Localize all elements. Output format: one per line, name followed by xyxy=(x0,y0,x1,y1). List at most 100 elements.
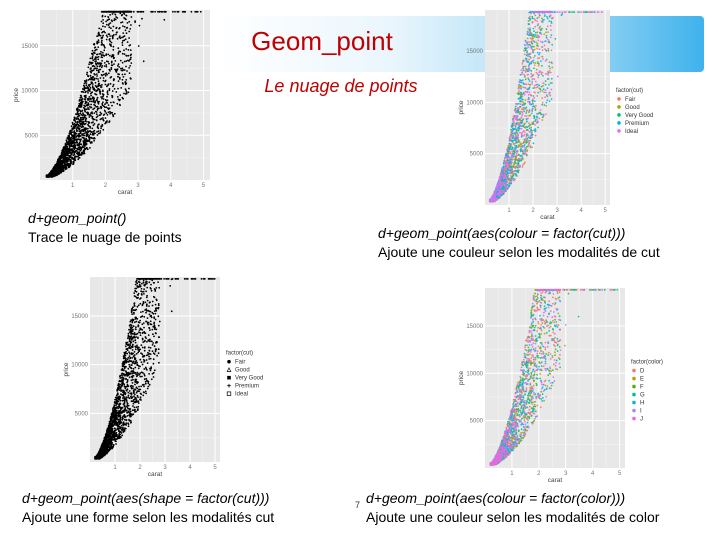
x-tick-label: 4 xyxy=(169,183,173,189)
y-tick-label: 15000 xyxy=(71,314,88,320)
legend-title: factor(color) xyxy=(631,360,663,366)
legend-title: factor(cut) xyxy=(616,88,643,94)
x-tick-label: 3 xyxy=(564,471,568,477)
legend-label: J xyxy=(640,417,643,423)
x-axis-label: carat xyxy=(118,189,133,196)
legend-label: Very Good xyxy=(235,376,263,382)
legend-label: I xyxy=(640,409,642,415)
y-tick-label: 10000 xyxy=(466,371,483,377)
x-tick-label: 1 xyxy=(510,471,514,477)
legend-key xyxy=(632,376,636,381)
legend-key xyxy=(227,383,231,388)
page-number: 7 xyxy=(355,500,361,510)
x-tick-label: 4 xyxy=(591,471,595,477)
x-tick-label: 2 xyxy=(531,208,535,214)
slide-subtitle: Le nuage de points xyxy=(264,76,418,96)
scatter-series xyxy=(94,278,216,460)
x-tick-label: 1 xyxy=(507,208,511,214)
x-tick-label: 1 xyxy=(113,465,117,471)
caption-code: d+geom_point(aes(colour = factor(cut))) xyxy=(378,225,626,241)
y-tick-label: 15000 xyxy=(466,49,483,55)
legend-label: H xyxy=(640,401,644,407)
legend-label: Very Good xyxy=(625,113,653,119)
legend-key xyxy=(226,367,232,372)
x-tick-label: 3 xyxy=(136,183,140,189)
y-tick-label: 10000 xyxy=(21,89,38,95)
scatter-series xyxy=(488,11,604,203)
y-tick-label: 10000 xyxy=(466,100,483,106)
scatter-series xyxy=(489,289,585,466)
x-axis-label: carat xyxy=(540,214,555,221)
scatter-points xyxy=(489,289,619,466)
legend-key xyxy=(227,375,231,380)
legend-title: factor(cut) xyxy=(226,351,253,357)
legend-key xyxy=(226,391,232,396)
x-axis-label: carat xyxy=(548,477,563,483)
y-tick-label: 15000 xyxy=(466,324,483,330)
legend-key xyxy=(632,408,636,413)
x-tick-label: 2 xyxy=(138,465,142,471)
scatter-plot-colour-cut: 1 2 3 4 5 5000 10000 15000 carat price factor(cut)… xyxy=(458,10,653,221)
y-tick-label: 5000 xyxy=(470,152,484,158)
slide-title: Geom_point xyxy=(251,26,393,56)
caption-text: Ajoute une couleur selon les modalités d… xyxy=(366,509,660,525)
scatter-plot-colour-color: 1 2 3 4 5 5000 10000 15000 carat price factor(colo… xyxy=(458,288,663,483)
y-tick-label: 15000 xyxy=(21,44,38,50)
caption-text: Trace le nuage de points xyxy=(28,229,182,245)
legend-label: Good xyxy=(235,368,250,374)
legend-key xyxy=(617,105,621,109)
caption-text: Ajoute une couleur selon les modalités d… xyxy=(378,244,660,260)
legend-label: Good xyxy=(625,105,640,111)
legend-key xyxy=(632,416,636,421)
legend-key xyxy=(632,392,636,397)
scatter-plot-shape-cut: 1 2 3 4 5 5000 10000 15000 carat price factor(cut)… xyxy=(63,277,263,478)
legend-label: Ideal xyxy=(235,392,248,398)
y-axis-label: price xyxy=(458,100,465,114)
x-tick-label: 5 xyxy=(618,471,622,477)
x-tick-label: 4 xyxy=(188,465,192,471)
legend-key xyxy=(617,97,621,101)
scatter-series xyxy=(45,10,202,178)
y-axis-label: price xyxy=(63,362,70,376)
legend-label: Premium xyxy=(235,384,259,390)
x-tick-label: 3 xyxy=(163,465,167,471)
legend-key xyxy=(617,121,621,125)
x-tick-label: 5 xyxy=(202,183,206,189)
y-tick-label: 5000 xyxy=(25,133,39,139)
caption-2: d+geom_point(aes(colour = factor(cut))) … xyxy=(378,224,660,262)
y-axis-label: price xyxy=(13,88,20,102)
legend-label: Fair xyxy=(235,360,245,366)
legend-label: Fair xyxy=(625,97,635,103)
scatter-plot-basic: 1 2 3 4 5 5000 10000 15000 carat price xyxy=(13,10,210,196)
legend-key xyxy=(632,400,636,405)
legend-label: F xyxy=(640,385,644,391)
caption-code: d+geom_point() xyxy=(28,210,127,226)
legend-key xyxy=(632,384,636,389)
x-tick-label: 2 xyxy=(537,471,541,477)
x-tick-label: 2 xyxy=(104,183,108,189)
caption-code: d+geom_point(aes(colour = factor(color))… xyxy=(366,490,626,506)
caption-4: d+geom_point(aes(colour = factor(color))… xyxy=(366,489,659,527)
y-tick-label: 10000 xyxy=(71,363,88,369)
x-tick-label: 1 xyxy=(71,183,75,189)
x-tick-label: 4 xyxy=(579,208,583,214)
caption-1: d+geom_point() Trace le nuage de points xyxy=(28,209,182,247)
y-tick-label: 5000 xyxy=(470,419,484,425)
y-axis-label: price xyxy=(458,371,465,385)
x-tick-label: 3 xyxy=(555,208,559,214)
legend-label: Ideal xyxy=(625,129,638,135)
legend-key xyxy=(617,129,621,133)
x-tick-label: 5 xyxy=(604,208,608,214)
legend-key xyxy=(617,113,621,117)
x-axis-label: carat xyxy=(148,471,163,478)
legend-label: Premium xyxy=(625,121,649,127)
caption-text: Ajoute une forme selon les modalités cut xyxy=(22,509,275,525)
scatter-points xyxy=(94,278,216,460)
scatter-points xyxy=(45,10,202,178)
legend-label: D xyxy=(640,369,645,375)
scatter-points xyxy=(488,11,604,203)
legend: factor(cut) Fair Good Very Good Premium Ideal xyxy=(226,351,263,398)
caption-code: d+geom_point(aes(shape = factor(cut))) xyxy=(22,490,270,506)
legend-key xyxy=(227,359,231,364)
y-tick-label: 5000 xyxy=(75,411,89,417)
